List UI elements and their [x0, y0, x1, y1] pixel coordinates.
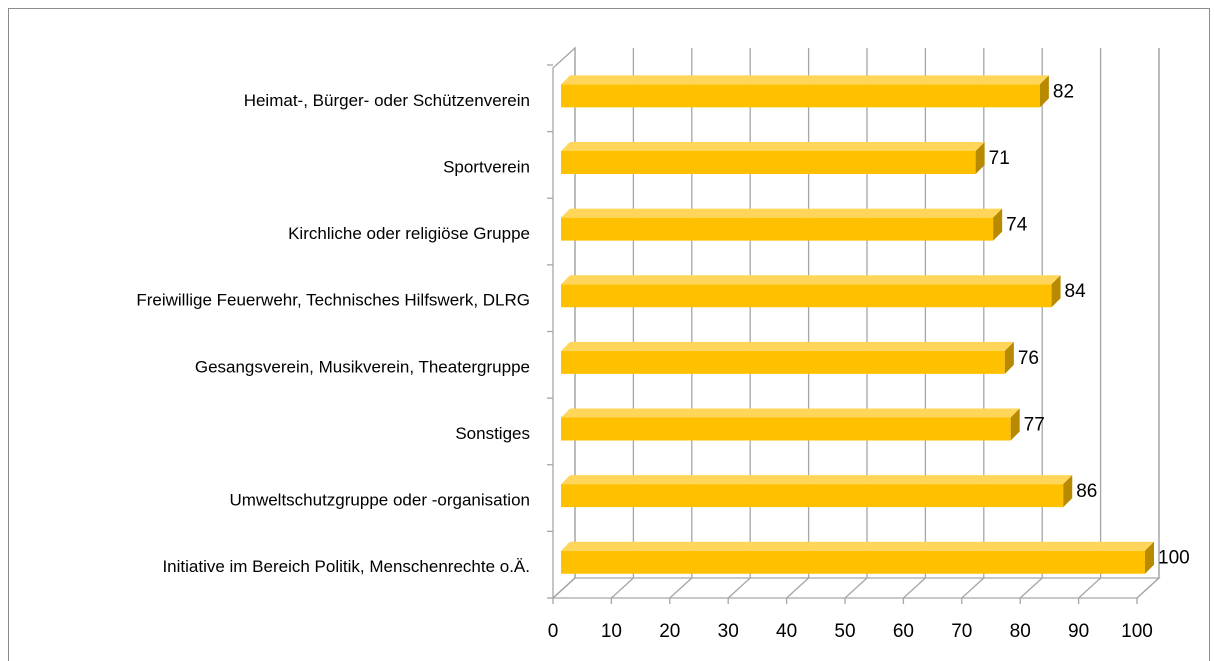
value-label: 71: [989, 148, 1010, 169]
y-tick-label: Heimat-, Bürger- oder Schützenverein: [244, 91, 530, 110]
bar-side: [1039, 75, 1049, 108]
bar-top: [561, 141, 985, 151]
value-label: 82: [1053, 81, 1074, 102]
x-tick-label: 20: [659, 621, 680, 642]
grid-line: [669, 577, 693, 599]
bar-side: [1063, 475, 1073, 508]
bar: [561, 75, 1049, 108]
value-label: 74: [1006, 215, 1028, 236]
value-label: 86: [1076, 481, 1097, 502]
bar: [561, 341, 1014, 374]
bar: [561, 408, 1020, 441]
x-tick-label: 50: [834, 621, 855, 642]
bar-front: [561, 284, 1052, 308]
bar-front: [561, 417, 1011, 441]
grid-line: [902, 577, 926, 599]
x-tick-label: 30: [718, 621, 739, 642]
grid-line: [1078, 577, 1102, 599]
bar-side: [975, 141, 985, 174]
grid-line: [1136, 577, 1160, 599]
bar-top: [561, 541, 1154, 551]
grid-line: [961, 577, 985, 599]
grid-line: [610, 577, 634, 599]
bar: [561, 141, 985, 174]
grid-line: [1019, 577, 1043, 599]
y-tick-label: Freiwillige Feuerwehr, Technisches Hilfs…: [136, 291, 530, 310]
x-tick-label: 0: [548, 621, 559, 642]
value-label: 100: [1158, 548, 1190, 569]
bar-side: [1004, 341, 1014, 374]
bar-side: [1010, 408, 1020, 441]
bar-front: [561, 217, 994, 241]
x-tick-label: 90: [1068, 621, 1089, 642]
bar-top: [561, 208, 1003, 218]
x-tick-label: 60: [893, 621, 914, 642]
bar-top: [561, 408, 1020, 418]
x-tick-label: 70: [951, 621, 972, 642]
value-label: 77: [1024, 414, 1045, 435]
y-tick-label: Sportverein: [443, 157, 530, 176]
x-tick-label: 40: [776, 621, 797, 642]
bar-front: [561, 550, 1145, 574]
bar-side: [993, 208, 1003, 241]
value-label: 76: [1018, 348, 1039, 369]
grid-line: [727, 577, 751, 599]
grid-line: [552, 577, 576, 599]
grid-line: [844, 577, 868, 599]
y-tick-label: Sonstiges: [455, 424, 530, 443]
bar-top: [561, 75, 1049, 85]
bar-side: [1145, 541, 1154, 574]
bar-side: [1051, 275, 1061, 308]
bar: [561, 541, 1154, 574]
x-tick-label: 10: [601, 621, 622, 642]
bar-top: [561, 341, 1014, 351]
bar-front: [561, 350, 1005, 374]
y-tick-label: Kirchliche oder religiöse Gruppe: [288, 224, 530, 243]
bar: [561, 275, 1061, 308]
value-label: 84: [1065, 281, 1087, 302]
x-tick-label: 80: [1010, 621, 1031, 642]
bar-top: [561, 475, 1073, 485]
bar-front: [561, 84, 1040, 108]
bar: [561, 475, 1073, 508]
bar-top: [561, 275, 1061, 285]
y-tick-label: Gesangsverein, Musikverein, Theatergrupp…: [195, 357, 530, 376]
grid-line: [786, 577, 810, 599]
y-tick-label: Umweltschutzgruppe oder -organisation: [230, 491, 531, 510]
bar-front: [561, 484, 1064, 508]
bar-front: [561, 150, 976, 174]
x-tick-label: 100: [1121, 621, 1153, 642]
y-tick-label: Initiative im Bereich Politik, Menschenr…: [162, 557, 530, 576]
bar: [561, 208, 1003, 241]
